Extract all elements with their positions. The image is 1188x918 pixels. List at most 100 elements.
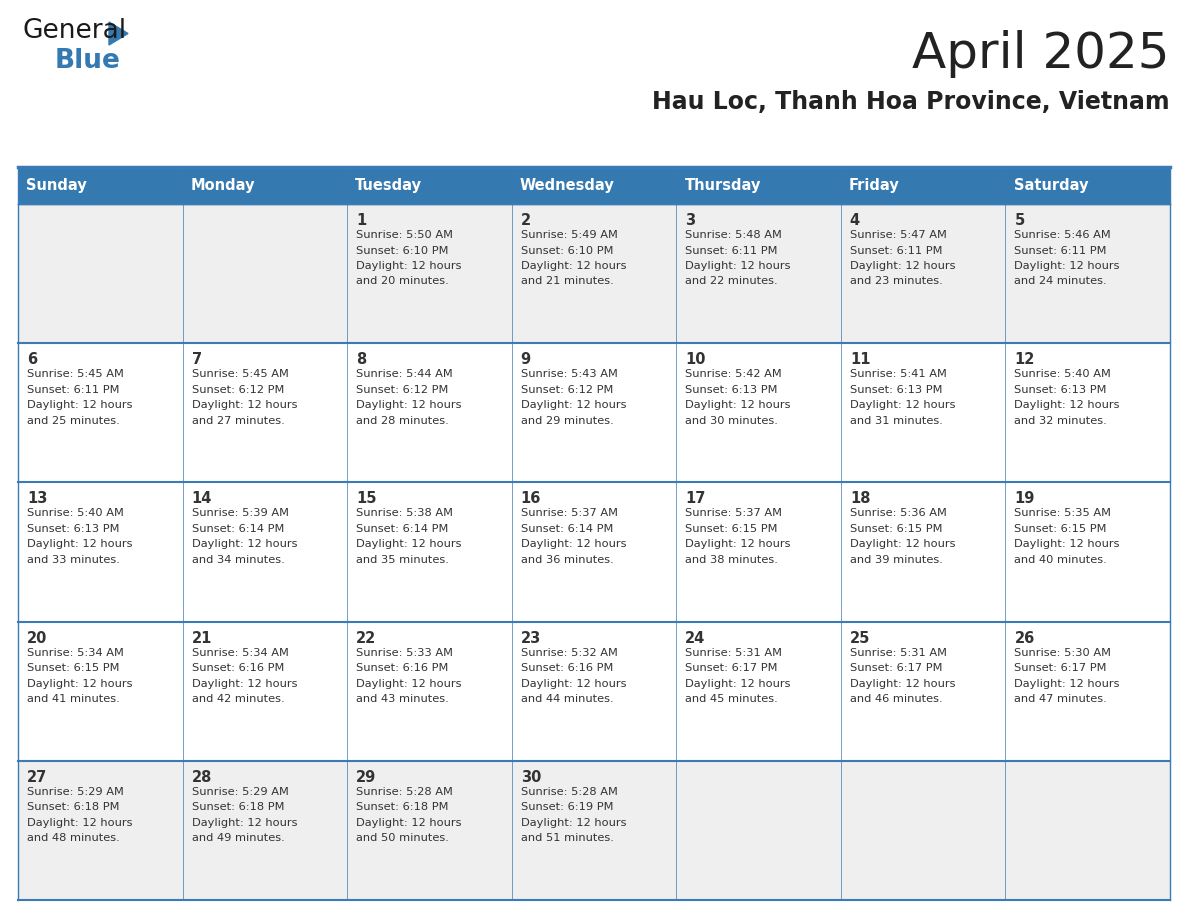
Bar xyxy=(183,621,347,761)
Text: Daylight: 12 hours: Daylight: 12 hours xyxy=(27,540,133,549)
Text: and 39 minutes.: and 39 minutes. xyxy=(849,554,943,565)
Text: Sunset: 6:11 PM: Sunset: 6:11 PM xyxy=(27,385,120,395)
Text: 5: 5 xyxy=(1015,213,1025,228)
Bar xyxy=(183,167,347,204)
Text: 22: 22 xyxy=(356,631,377,645)
Bar xyxy=(347,482,512,621)
Bar xyxy=(512,343,676,482)
Text: Sunset: 6:18 PM: Sunset: 6:18 PM xyxy=(27,802,120,812)
Text: and 34 minutes.: and 34 minutes. xyxy=(191,554,284,565)
Bar xyxy=(347,343,512,482)
Text: Sunrise: 5:34 AM: Sunrise: 5:34 AM xyxy=(191,647,289,657)
Bar xyxy=(676,482,841,621)
Text: Sunset: 6:18 PM: Sunset: 6:18 PM xyxy=(191,802,284,812)
Text: Daylight: 12 hours: Daylight: 12 hours xyxy=(356,400,462,410)
Text: Sunrise: 5:46 AM: Sunrise: 5:46 AM xyxy=(1015,230,1111,240)
Text: and 38 minutes.: and 38 minutes. xyxy=(685,554,778,565)
Text: 16: 16 xyxy=(520,491,541,507)
Text: Sunset: 6:12 PM: Sunset: 6:12 PM xyxy=(356,385,449,395)
Text: and 31 minutes.: and 31 minutes. xyxy=(849,416,943,426)
Text: 3: 3 xyxy=(685,213,695,228)
Text: and 35 minutes.: and 35 minutes. xyxy=(356,554,449,565)
Text: Hau Loc, Thanh Hoa Province, Vietnam: Hau Loc, Thanh Hoa Province, Vietnam xyxy=(652,90,1170,114)
Text: and 20 minutes.: and 20 minutes. xyxy=(356,276,449,286)
Text: and 47 minutes.: and 47 minutes. xyxy=(1015,694,1107,704)
Text: and 46 minutes.: and 46 minutes. xyxy=(849,694,942,704)
Text: and 33 minutes.: and 33 minutes. xyxy=(27,554,120,565)
Text: Friday: Friday xyxy=(849,178,899,193)
Text: Daylight: 12 hours: Daylight: 12 hours xyxy=(1015,261,1120,271)
Bar xyxy=(676,761,841,900)
Bar xyxy=(1005,482,1170,621)
Text: Sunset: 6:15 PM: Sunset: 6:15 PM xyxy=(685,524,778,534)
Text: Sunset: 6:13 PM: Sunset: 6:13 PM xyxy=(685,385,778,395)
Text: and 49 minutes.: and 49 minutes. xyxy=(191,834,284,844)
Text: Tuesday: Tuesday xyxy=(355,178,423,193)
Bar xyxy=(841,204,1005,343)
Text: Sunrise: 5:37 AM: Sunrise: 5:37 AM xyxy=(685,509,782,519)
Text: Sunset: 6:17 PM: Sunset: 6:17 PM xyxy=(849,663,942,673)
Text: Sunset: 6:11 PM: Sunset: 6:11 PM xyxy=(849,245,942,255)
Text: Sunset: 6:13 PM: Sunset: 6:13 PM xyxy=(27,524,120,534)
Text: 7: 7 xyxy=(191,353,202,367)
Text: Daylight: 12 hours: Daylight: 12 hours xyxy=(685,261,791,271)
Text: and 27 minutes.: and 27 minutes. xyxy=(191,416,284,426)
Bar xyxy=(347,204,512,343)
Bar xyxy=(676,343,841,482)
Text: and 50 minutes.: and 50 minutes. xyxy=(356,834,449,844)
Text: Sunset: 6:16 PM: Sunset: 6:16 PM xyxy=(356,663,449,673)
Text: Sunrise: 5:29 AM: Sunrise: 5:29 AM xyxy=(27,787,124,797)
Bar xyxy=(183,761,347,900)
Text: Sunset: 6:15 PM: Sunset: 6:15 PM xyxy=(849,524,942,534)
Text: and 21 minutes.: and 21 minutes. xyxy=(520,276,613,286)
Text: Daylight: 12 hours: Daylight: 12 hours xyxy=(520,400,626,410)
Text: Daylight: 12 hours: Daylight: 12 hours xyxy=(356,678,462,688)
Text: Daylight: 12 hours: Daylight: 12 hours xyxy=(849,540,955,549)
Text: Sunset: 6:16 PM: Sunset: 6:16 PM xyxy=(191,663,284,673)
Text: 20: 20 xyxy=(27,631,48,645)
Text: Sunrise: 5:33 AM: Sunrise: 5:33 AM xyxy=(356,647,453,657)
Bar xyxy=(512,621,676,761)
Text: Sunrise: 5:43 AM: Sunrise: 5:43 AM xyxy=(520,369,618,379)
Text: 28: 28 xyxy=(191,770,211,785)
Bar xyxy=(18,204,183,343)
Text: Sunrise: 5:38 AM: Sunrise: 5:38 AM xyxy=(356,509,453,519)
Text: Sunrise: 5:37 AM: Sunrise: 5:37 AM xyxy=(520,509,618,519)
Text: and 40 minutes.: and 40 minutes. xyxy=(1015,554,1107,565)
Bar xyxy=(841,482,1005,621)
Text: Daylight: 12 hours: Daylight: 12 hours xyxy=(356,261,462,271)
Bar xyxy=(512,482,676,621)
Text: Daylight: 12 hours: Daylight: 12 hours xyxy=(849,678,955,688)
Text: Monday: Monday xyxy=(191,178,255,193)
Bar xyxy=(183,482,347,621)
Text: Sunset: 6:15 PM: Sunset: 6:15 PM xyxy=(1015,524,1107,534)
Text: Sunset: 6:19 PM: Sunset: 6:19 PM xyxy=(520,802,613,812)
Text: Sunrise: 5:40 AM: Sunrise: 5:40 AM xyxy=(27,509,124,519)
Bar xyxy=(1005,621,1170,761)
Text: 14: 14 xyxy=(191,491,211,507)
Polygon shape xyxy=(109,22,128,45)
Bar xyxy=(18,343,183,482)
Text: Daylight: 12 hours: Daylight: 12 hours xyxy=(27,678,133,688)
Text: Sunrise: 5:41 AM: Sunrise: 5:41 AM xyxy=(849,369,947,379)
Text: 11: 11 xyxy=(849,353,871,367)
Text: Daylight: 12 hours: Daylight: 12 hours xyxy=(849,400,955,410)
Text: Saturday: Saturday xyxy=(1013,178,1088,193)
Text: 23: 23 xyxy=(520,631,541,645)
Text: and 23 minutes.: and 23 minutes. xyxy=(849,276,942,286)
Text: 8: 8 xyxy=(356,353,366,367)
Text: Daylight: 12 hours: Daylight: 12 hours xyxy=(191,400,297,410)
Bar xyxy=(841,343,1005,482)
Text: Sunset: 6:12 PM: Sunset: 6:12 PM xyxy=(520,385,613,395)
Bar xyxy=(18,761,183,900)
Text: Sunrise: 5:42 AM: Sunrise: 5:42 AM xyxy=(685,369,782,379)
Bar xyxy=(841,761,1005,900)
Text: Sunset: 6:17 PM: Sunset: 6:17 PM xyxy=(685,663,778,673)
Text: 12: 12 xyxy=(1015,353,1035,367)
Text: and 28 minutes.: and 28 minutes. xyxy=(356,416,449,426)
Text: Sunrise: 5:30 AM: Sunrise: 5:30 AM xyxy=(1015,647,1112,657)
Text: Sunrise: 5:49 AM: Sunrise: 5:49 AM xyxy=(520,230,618,240)
Text: 27: 27 xyxy=(27,770,48,785)
Text: Sunrise: 5:47 AM: Sunrise: 5:47 AM xyxy=(849,230,947,240)
Text: Sunrise: 5:35 AM: Sunrise: 5:35 AM xyxy=(1015,509,1112,519)
